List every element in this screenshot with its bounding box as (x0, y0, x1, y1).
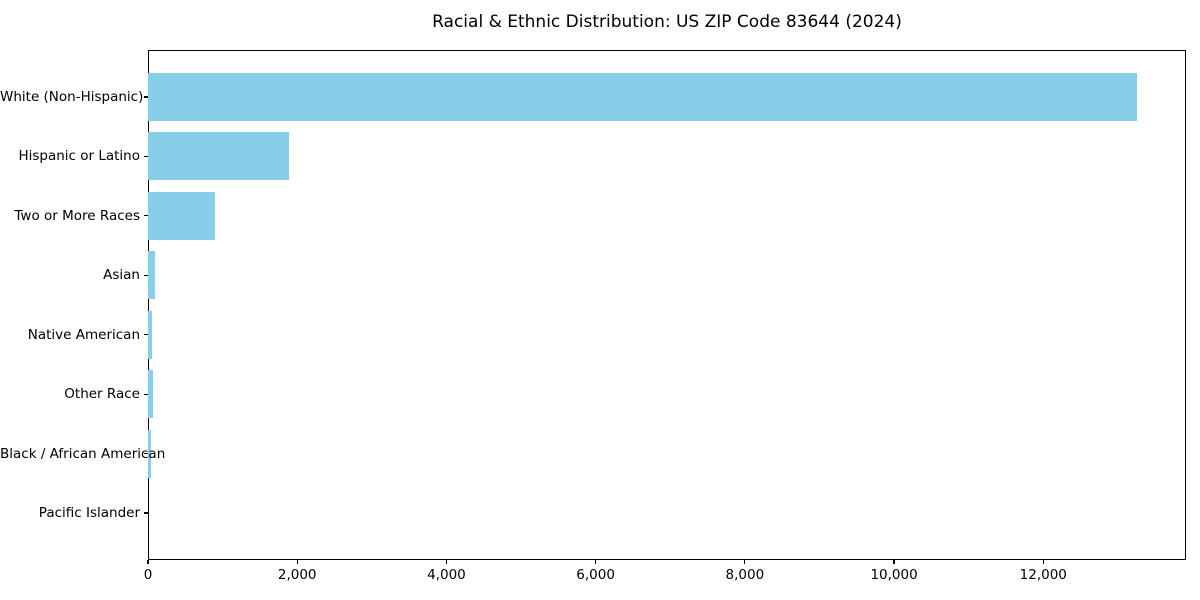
bar-two-or-more-races (148, 191, 216, 240)
x-axis-tick (595, 560, 597, 564)
x-axis-tick (1042, 560, 1044, 564)
y-axis-tick (144, 334, 148, 336)
y-axis-tick (144, 512, 148, 514)
y-tick-label-other-race: Other Race (64, 386, 140, 403)
x-axis-tick (893, 560, 895, 564)
x-axis-tick (147, 560, 149, 564)
chart-title: Racial & Ethnic Distribution: US ZIP Cod… (432, 12, 902, 32)
y-axis-tick (144, 453, 148, 455)
bar-native-american (148, 310, 153, 359)
bar-black-african-american (148, 429, 152, 478)
x-tick-label-4000: 4,000 (427, 567, 466, 583)
y-axis-tick (144, 96, 148, 98)
x-tick-label-6000: 6,000 (576, 567, 615, 583)
x-tick-label-10000: 10,000 (870, 567, 918, 583)
y-axis-tick (144, 155, 148, 157)
plot-area (148, 50, 1186, 560)
y-tick-label-asian: Asian (103, 267, 140, 284)
y-tick-label-pacific-islander: Pacific Islander (38, 505, 140, 522)
y-tick-label-two-or-more-races: Two or More Races (14, 207, 140, 224)
y-tick-label-native-american: Native American (27, 326, 140, 343)
x-axis-tick (445, 560, 447, 564)
bar-other-race (148, 370, 153, 419)
x-tick-label-0: 0 (143, 567, 153, 583)
y-tick-label-black-african-american: Black / African American (0, 445, 166, 462)
bar-asian (148, 251, 156, 300)
x-tick-label-12000: 12,000 (1019, 567, 1067, 583)
y-axis-tick (144, 393, 148, 395)
y-tick-label-white-non-hispanic: White (Non-Hispanic) (0, 88, 144, 105)
x-axis-tick (296, 560, 298, 564)
y-axis-tick (144, 215, 148, 217)
x-tick-label-8000: 8,000 (725, 567, 765, 583)
x-axis-tick (744, 560, 746, 564)
y-axis-tick (144, 274, 148, 276)
x-tick-label-2000: 2,000 (277, 567, 317, 583)
bar-white-non-hispanic (148, 72, 1137, 121)
bar-hispanic-or-latino (148, 132, 289, 181)
y-tick-label-hispanic-or-latino: Hispanic or Latino (18, 148, 140, 165)
